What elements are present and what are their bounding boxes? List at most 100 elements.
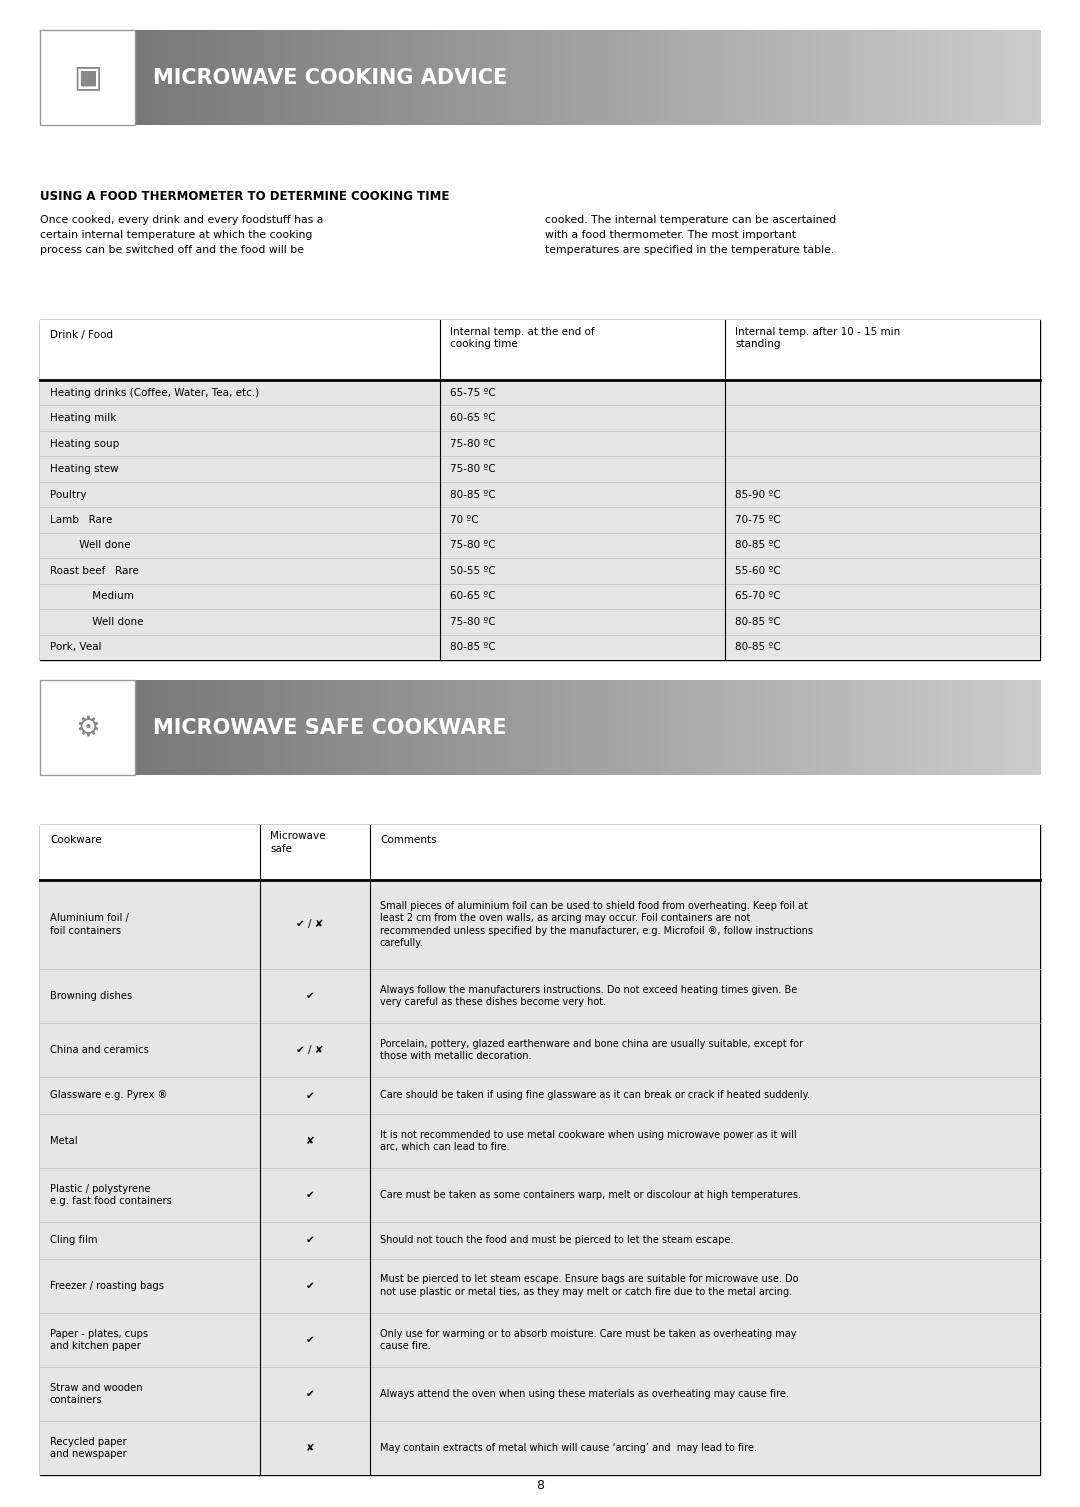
Bar [995,680,999,775]
Bar [40,1313,1040,1367]
Bar [436,680,441,775]
Bar [865,30,869,125]
Bar [735,30,740,125]
Bar [231,680,235,775]
Bar [476,30,480,125]
Text: Medium: Medium [50,591,134,601]
Bar [744,30,748,125]
Bar [280,30,284,125]
Bar [916,30,920,125]
Bar [853,680,858,775]
Bar [781,680,784,775]
Bar [769,680,772,775]
Bar [877,680,881,775]
Bar [820,680,824,775]
Bar [944,30,947,125]
Bar [813,30,818,125]
Bar [451,30,456,125]
Bar [603,680,607,775]
Text: Well done: Well done [50,616,144,627]
Bar [910,30,915,125]
Bar [594,30,597,125]
Bar [621,30,624,125]
Bar [286,680,289,775]
Bar [199,680,202,775]
Bar [862,30,866,125]
Text: Should not touch the food and must be pierced to let the steam escape.: Should not touch the food and must be pi… [380,1236,733,1245]
Bar [672,680,676,775]
Bar [892,680,896,775]
Bar [500,680,504,775]
Bar [386,30,390,125]
Bar [40,1421,1040,1475]
Bar [660,30,664,125]
Bar [337,680,341,775]
Text: Cookware: Cookware [50,835,102,845]
Bar [319,680,323,775]
Bar [895,680,900,775]
Bar [916,680,920,775]
Bar [503,680,507,775]
Bar [40,680,135,775]
Bar [569,30,573,125]
Bar [419,680,422,775]
Bar [276,30,281,125]
Bar [135,30,139,125]
Bar [386,680,390,775]
Bar [789,680,794,775]
Bar [379,30,383,125]
Bar [428,30,432,125]
Bar [759,30,764,125]
Bar [964,680,969,775]
Bar [283,680,287,775]
Bar [759,680,764,775]
Bar [406,680,410,775]
Text: ✔: ✔ [306,1236,314,1245]
Bar [473,680,477,775]
Bar [141,680,145,775]
Bar [751,30,755,125]
Bar [726,680,730,775]
Bar [624,30,627,125]
Bar [762,30,767,125]
Bar [971,30,974,125]
Bar [359,30,362,125]
Bar [424,30,429,125]
Bar [774,30,779,125]
Bar [895,30,900,125]
Bar [638,680,643,775]
Bar [843,30,848,125]
Bar [286,30,289,125]
Bar [522,30,525,125]
Bar [946,680,950,775]
Bar [144,30,148,125]
Bar [922,680,927,775]
Bar [1025,680,1029,775]
Bar [929,30,932,125]
Bar [1025,30,1029,125]
Bar [376,680,380,775]
Bar [859,680,863,775]
Bar [874,30,878,125]
Bar [922,30,927,125]
Bar [201,680,205,775]
Bar [811,680,814,775]
Text: Small pieces of aluminium foil can be used to shield food from overheating. Keep: Small pieces of aluminium foil can be us… [380,901,813,948]
Bar [883,680,887,775]
Bar [416,30,419,125]
Bar [697,680,700,775]
Bar [443,680,447,775]
Text: Care should be taken if using fine glassware as it can break or crack if heated : Care should be taken if using fine glass… [380,1091,810,1100]
Bar [615,680,619,775]
Bar [1034,30,1038,125]
Bar [642,30,646,125]
Bar [463,680,468,775]
Bar [611,680,616,775]
Bar [660,680,664,775]
Bar [268,680,272,775]
Bar [234,30,239,125]
Text: 75-80 ºC: 75-80 ºC [450,464,496,475]
Bar [720,30,725,125]
Bar [687,30,691,125]
Bar [40,583,1040,609]
